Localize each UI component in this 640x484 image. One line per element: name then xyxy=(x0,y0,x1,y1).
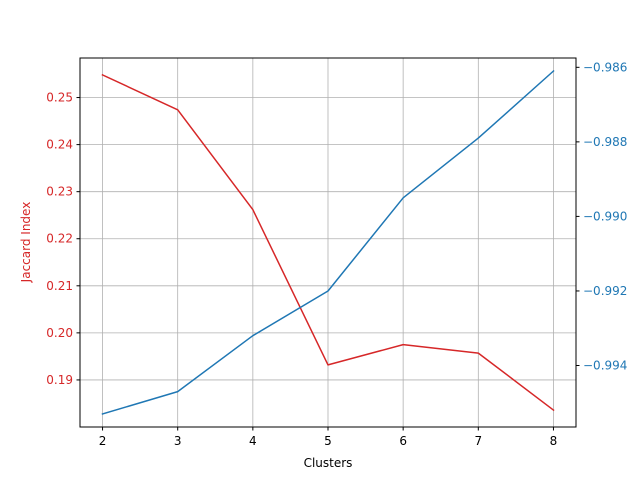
left-y-tick-label: 0.19 xyxy=(46,373,73,387)
right-axis-series-line xyxy=(101,69,555,415)
x-tick-label: 8 xyxy=(550,434,558,448)
left-y-axis: 0.19 0.20 0.21 0.22 0.23 0.24 0.25 xyxy=(46,91,80,387)
right-y-tick-label: −0.990 xyxy=(583,209,627,223)
left-axis-series-line xyxy=(101,73,555,412)
left-y-tick-label: 0.23 xyxy=(46,185,73,199)
right-y-tick-label: −0.994 xyxy=(583,359,627,373)
right-y-axis: −0.994 −0.992 −0.990 −0.988 −0.986 xyxy=(576,60,627,373)
left-y-tick-label: 0.24 xyxy=(46,138,73,152)
left-y-tick-label: 0.21 xyxy=(46,279,73,293)
left-y-tick-label: 0.20 xyxy=(46,326,73,340)
x-axis-label: Clusters xyxy=(304,456,353,470)
left-y-tick-label: 0.22 xyxy=(46,232,73,246)
right-y-tick-label: −0.988 xyxy=(583,135,627,149)
x-tick-label: 7 xyxy=(474,434,482,448)
right-y-tick-label: −0.992 xyxy=(583,284,627,298)
right-y-tick-label: −0.986 xyxy=(583,60,627,74)
x-tick-label: 5 xyxy=(324,434,332,448)
x-tick-label: 4 xyxy=(249,434,257,448)
x-tick-label: 2 xyxy=(99,434,107,448)
x-axis: 2 3 4 5 6 7 8 xyxy=(99,427,558,448)
left-y-tick-label: 0.25 xyxy=(46,91,73,105)
series-lines xyxy=(101,69,555,415)
x-tick-label: 6 xyxy=(399,434,407,448)
x-tick-label: 3 xyxy=(174,434,182,448)
left-y-axis-label: Jaccard Index xyxy=(19,202,33,284)
grid-lines xyxy=(80,58,576,427)
